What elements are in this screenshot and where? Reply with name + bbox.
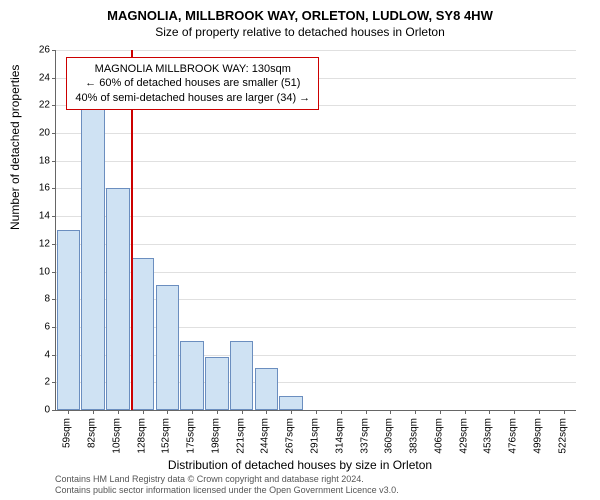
x-tick-label: 337sqm xyxy=(359,418,370,454)
bar xyxy=(230,341,254,410)
chart-subtitle: Size of property relative to detached ho… xyxy=(0,23,600,39)
y-tick xyxy=(52,105,56,106)
bar xyxy=(81,105,105,410)
x-tick-label: 314sqm xyxy=(334,418,345,454)
y-tick xyxy=(52,244,56,245)
x-tick xyxy=(68,410,69,414)
chart-title: MAGNOLIA, MILLBROOK WAY, ORLETON, LUDLOW… xyxy=(0,0,600,23)
annotation-box: MAGNOLIA MILLBROOK WAY: 130sqm ← 60% of … xyxy=(66,57,319,110)
bar xyxy=(131,258,155,410)
y-tick xyxy=(52,78,56,79)
x-tick-label: 291sqm xyxy=(310,418,321,454)
bar xyxy=(106,188,130,410)
x-tick xyxy=(217,410,218,414)
x-tick xyxy=(440,410,441,414)
y-tick xyxy=(52,327,56,328)
x-tick-label: 175sqm xyxy=(186,418,197,454)
y-tick xyxy=(52,133,56,134)
y-tick xyxy=(52,50,56,51)
y-tick-label: 2 xyxy=(30,377,50,388)
y-tick-label: 26 xyxy=(30,45,50,56)
y-tick xyxy=(52,382,56,383)
y-tick-label: 20 xyxy=(30,128,50,139)
x-tick-label: 105sqm xyxy=(111,418,122,454)
x-tick-label: 244sqm xyxy=(260,418,271,454)
x-tick xyxy=(291,410,292,414)
x-tick xyxy=(366,410,367,414)
y-tick-label: 18 xyxy=(30,155,50,166)
y-tick xyxy=(52,410,56,411)
y-tick-label: 0 xyxy=(30,405,50,416)
y-tick-label: 10 xyxy=(30,266,50,277)
bar xyxy=(180,341,204,410)
x-tick xyxy=(390,410,391,414)
annotation-line3: 40% of semi-detached houses are larger (… xyxy=(75,91,310,105)
x-tick-label: 198sqm xyxy=(210,418,221,454)
x-tick-label: 82sqm xyxy=(87,418,98,448)
gridline xyxy=(56,244,576,245)
x-tick xyxy=(118,410,119,414)
x-tick-label: 128sqm xyxy=(136,418,147,454)
gridline xyxy=(56,161,576,162)
x-tick xyxy=(266,410,267,414)
x-tick xyxy=(143,410,144,414)
gridline xyxy=(56,133,576,134)
y-tick xyxy=(52,216,56,217)
y-tick xyxy=(52,161,56,162)
x-tick-label: 221sqm xyxy=(235,418,246,454)
gridline xyxy=(56,188,576,189)
x-tick xyxy=(514,410,515,414)
x-tick-label: 522sqm xyxy=(557,418,568,454)
y-tick-label: 4 xyxy=(30,349,50,360)
x-tick-label: 476sqm xyxy=(508,418,519,454)
annotation-line2: ← 60% of detached houses are smaller (51… xyxy=(75,76,310,90)
y-tick xyxy=(52,299,56,300)
gridline xyxy=(56,216,576,217)
y-axis-label: Number of detached properties xyxy=(8,65,22,230)
x-tick xyxy=(341,410,342,414)
footer-line2: Contains public sector information licen… xyxy=(55,485,399,496)
x-tick xyxy=(316,410,317,414)
plot-area: MAGNOLIA MILLBROOK WAY: 130sqm ← 60% of … xyxy=(55,50,576,411)
x-tick xyxy=(167,410,168,414)
x-tick-label: 267sqm xyxy=(285,418,296,454)
x-tick xyxy=(489,410,490,414)
footer: Contains HM Land Registry data © Crown c… xyxy=(55,474,399,496)
y-tick-label: 24 xyxy=(30,72,50,83)
x-tick-label: 406sqm xyxy=(433,418,444,454)
x-tick xyxy=(564,410,565,414)
x-tick-label: 383sqm xyxy=(409,418,420,454)
x-tick xyxy=(539,410,540,414)
x-tick-label: 152sqm xyxy=(161,418,172,454)
x-tick-label: 453sqm xyxy=(483,418,494,454)
gridline xyxy=(56,50,576,51)
y-tick xyxy=(52,355,56,356)
x-tick-label: 360sqm xyxy=(384,418,395,454)
annotation-line1: MAGNOLIA MILLBROOK WAY: 130sqm xyxy=(75,62,310,76)
bar xyxy=(156,285,180,410)
y-tick-label: 8 xyxy=(30,294,50,305)
footer-line1: Contains HM Land Registry data © Crown c… xyxy=(55,474,399,485)
x-tick xyxy=(242,410,243,414)
bar xyxy=(279,396,303,410)
x-tick xyxy=(93,410,94,414)
bar xyxy=(255,368,279,410)
bar xyxy=(57,230,81,410)
x-tick xyxy=(415,410,416,414)
x-tick xyxy=(192,410,193,414)
y-tick xyxy=(52,272,56,273)
y-tick-label: 14 xyxy=(30,211,50,222)
bar xyxy=(205,357,229,410)
x-tick xyxy=(465,410,466,414)
chart-container: MAGNOLIA, MILLBROOK WAY, ORLETON, LUDLOW… xyxy=(0,0,600,500)
x-tick-label: 499sqm xyxy=(532,418,543,454)
y-tick-label: 16 xyxy=(30,183,50,194)
x-axis-label: Distribution of detached houses by size … xyxy=(0,458,600,472)
y-tick-label: 6 xyxy=(30,321,50,332)
y-tick-label: 12 xyxy=(30,238,50,249)
y-tick-label: 22 xyxy=(30,100,50,111)
x-tick-label: 59sqm xyxy=(62,418,73,448)
x-tick-label: 429sqm xyxy=(458,418,469,454)
y-tick xyxy=(52,188,56,189)
